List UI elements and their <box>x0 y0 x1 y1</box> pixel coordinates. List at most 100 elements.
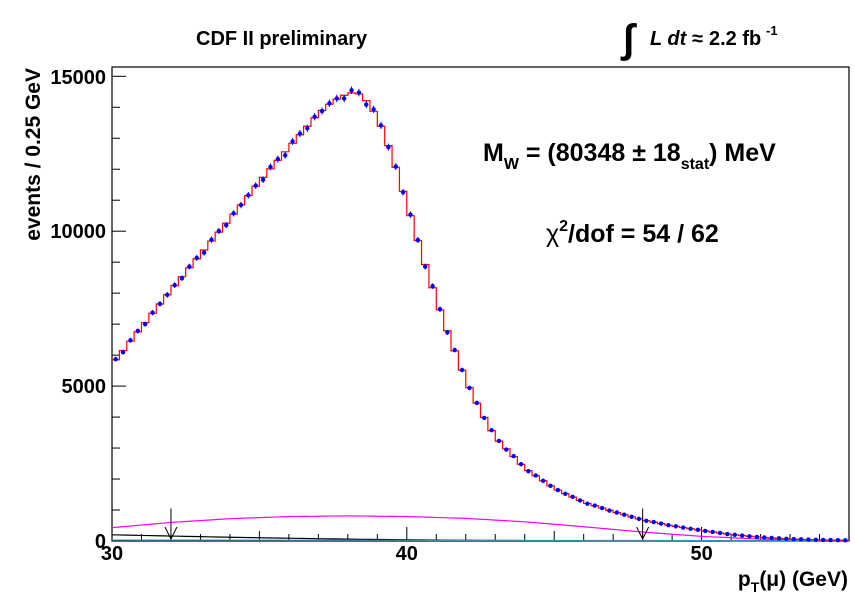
data-point <box>526 469 531 474</box>
data-point <box>120 349 126 355</box>
series-layer <box>111 86 850 543</box>
data-point <box>511 453 516 459</box>
data-point <box>555 487 561 493</box>
mass-stat-subscript: stat <box>681 156 710 173</box>
data-point <box>467 385 472 391</box>
x-tick-label-30: 30 <box>101 543 123 565</box>
svg-text:MW = (80348 ± 18stat) MeV: MW = (80348 ± 18stat) MeV <box>483 139 776 173</box>
lumi-integral-symbol: ∫ <box>620 17 637 61</box>
data-point <box>843 538 848 543</box>
data-point <box>784 536 789 541</box>
data-point <box>445 330 450 335</box>
data-point <box>150 310 155 315</box>
data-point <box>393 164 398 169</box>
data-point <box>253 183 258 188</box>
data-point <box>695 527 701 533</box>
data-point <box>518 461 524 467</box>
data-point <box>246 193 251 198</box>
data-point <box>290 139 295 144</box>
data-point <box>386 144 391 150</box>
data-point <box>622 512 627 517</box>
x-axis-title: pT(μ) (GeV) <box>738 568 848 595</box>
fit-window-arrow-head <box>636 526 650 541</box>
data-point <box>216 228 222 234</box>
x-axis-title-sub: T <box>751 579 760 595</box>
data-point <box>157 301 163 307</box>
data-point <box>563 491 568 496</box>
data-point <box>776 536 782 541</box>
lumi-approx: ≈ <box>692 28 703 50</box>
data-point <box>607 508 612 513</box>
data-point <box>813 537 819 542</box>
x-tick-label-50: 50 <box>690 543 712 565</box>
data-point <box>835 538 841 543</box>
plot-frame <box>111 66 850 542</box>
data-point <box>268 164 273 170</box>
data-point <box>142 321 148 327</box>
background-curve-1 <box>111 515 850 541</box>
chi2-value: /dof = 54 / 62 <box>568 220 719 248</box>
background-curve-3 <box>111 539 850 542</box>
data-point <box>806 537 811 542</box>
data-point <box>821 537 826 543</box>
data-point <box>423 264 428 269</box>
data-point <box>680 525 686 530</box>
data-point <box>658 521 664 526</box>
data-point <box>400 190 406 195</box>
data-point <box>238 202 244 208</box>
data-point <box>489 427 494 433</box>
lumi-integrand: L dt <box>650 28 688 50</box>
data-point <box>224 222 229 228</box>
svg-text:χ2/dof = 54 / 62: χ2/dof = 54 / 62 <box>546 218 719 248</box>
data-point <box>297 131 303 136</box>
data-point <box>341 96 347 101</box>
x-axis-title-main: p <box>738 568 751 591</box>
svg-text:pT(μ) (GeV): pT(μ) (GeV) <box>738 568 848 595</box>
fit-window-arrow-head <box>164 526 178 541</box>
data-point <box>364 102 369 107</box>
y-tick-label-5000: 5000 <box>62 376 107 398</box>
mass-unit: ) MeV <box>709 139 776 167</box>
data-point <box>128 338 133 343</box>
data-point <box>305 126 310 131</box>
data-point <box>798 537 804 542</box>
data-point <box>703 528 708 534</box>
chi2-exponent: 2 <box>559 218 568 235</box>
data-point <box>356 90 362 95</box>
mass-subscript: W <box>504 156 520 173</box>
data-point <box>349 88 354 93</box>
data-point <box>592 503 597 508</box>
x-axis-title-rest: (μ) (GeV) <box>759 568 848 591</box>
data-point <box>548 483 553 489</box>
data-point <box>275 156 281 162</box>
data-point <box>231 211 236 216</box>
data-point <box>570 494 575 500</box>
data-point <box>496 438 502 444</box>
data-point <box>459 367 465 373</box>
data-point <box>636 516 642 522</box>
data-point <box>201 250 207 255</box>
data-point <box>739 533 745 538</box>
data-point <box>828 537 833 543</box>
data-point <box>474 400 480 406</box>
mass-annotation: MW = (80348 ± 18stat) MeV <box>483 139 776 173</box>
data-point <box>614 510 620 515</box>
y-tick-label-0: 0 <box>95 531 106 553</box>
data-point <box>644 518 649 523</box>
data-point <box>725 531 730 537</box>
data-point <box>209 237 214 242</box>
data-point <box>282 153 288 158</box>
mass-symbol: M <box>483 139 504 167</box>
data-point <box>629 514 634 519</box>
data-point <box>378 123 384 128</box>
x-tick-label-40: 40 <box>396 543 418 565</box>
data-point <box>408 212 413 217</box>
data-point <box>481 415 487 421</box>
data-point <box>452 347 457 353</box>
data-point <box>187 264 192 269</box>
data-point <box>688 526 693 531</box>
data-point <box>762 535 767 540</box>
data-point <box>135 328 140 334</box>
data-point <box>437 307 443 312</box>
